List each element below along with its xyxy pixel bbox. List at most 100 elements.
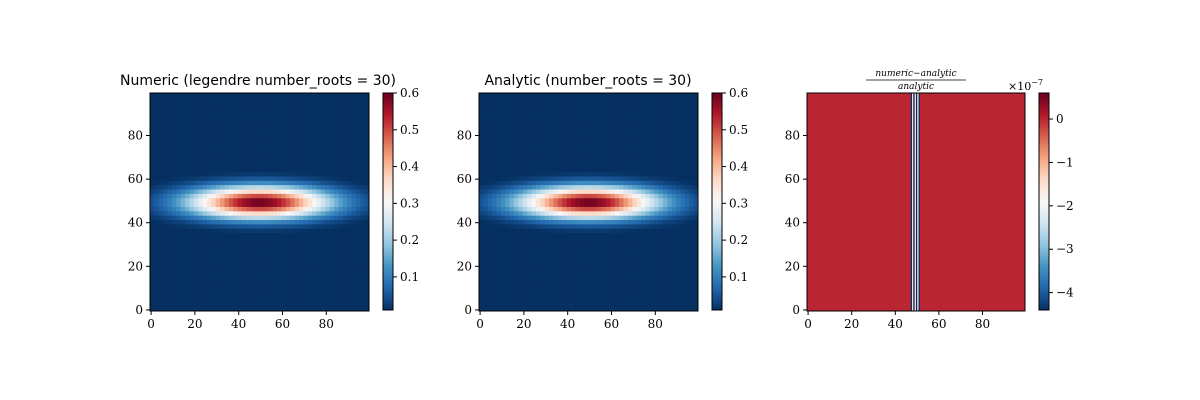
heatmap-cell (150, 249, 155, 255)
heatmap-cell (570, 119, 576, 125)
heatmap-cell (575, 167, 581, 173)
heatmap-cell (342, 219, 348, 225)
heatmap-cell (259, 284, 265, 290)
heatmap-cell (333, 223, 339, 229)
heatmap-cell (163, 158, 169, 164)
heatmap-cell (329, 236, 335, 242)
heatmap-cell (601, 306, 607, 311)
heatmap-cell (579, 302, 585, 308)
heatmap-cell (527, 219, 533, 225)
heatmap-cell (342, 188, 348, 194)
heatmap-cell (636, 271, 642, 277)
heatmap-cell (268, 106, 274, 112)
heatmap-cell (492, 184, 498, 190)
heatmap-cell (689, 276, 695, 282)
heatmap-cell (575, 271, 581, 277)
heatmap-cell (285, 280, 291, 286)
heatmap-cell (320, 302, 326, 308)
heatmap-cell (176, 258, 182, 264)
heatmap-cell (544, 119, 550, 125)
heatmap-cell (658, 193, 664, 199)
heatmap-cell (272, 219, 278, 225)
heatmap-cell (180, 184, 186, 190)
heatmap-cell (158, 206, 164, 212)
heatmap-cell (623, 258, 629, 264)
heatmap-cell (627, 154, 633, 159)
heatmap-cell (636, 284, 642, 290)
heatmap-cell (584, 114, 590, 120)
heatmap-cell (215, 162, 221, 168)
heatmap-cell (570, 132, 576, 138)
heatmap-cell (689, 106, 695, 112)
heatmap-cell (237, 245, 243, 251)
heatmap-cell (237, 188, 243, 194)
heatmap-cell (351, 136, 357, 142)
heatmap-cell (496, 140, 502, 146)
heatmap-cell (649, 197, 655, 203)
heatmap-cell (527, 145, 533, 151)
heatmap-cell (544, 180, 550, 186)
heatmap-cell (351, 114, 357, 120)
heatmap-cell (676, 167, 682, 173)
heatmap-cell (518, 175, 524, 181)
heatmap-cell (597, 145, 603, 151)
heatmap-cell (654, 184, 660, 190)
heatmap-cell (671, 171, 677, 177)
heatmap-cell (342, 276, 348, 282)
heatmap-cell (355, 154, 361, 159)
heatmap-cell (636, 184, 642, 190)
heatmap-cell (592, 101, 598, 107)
heatmap-cell (246, 167, 252, 173)
heatmap-cell (579, 210, 585, 216)
heatmap-cell (483, 93, 489, 98)
heatmap-cell (680, 206, 686, 212)
heatmap-cell (676, 284, 682, 290)
heatmap-cell (228, 167, 234, 173)
heatmap-cell (584, 119, 590, 125)
heatmap-cell (224, 197, 230, 203)
heatmap-cell (233, 219, 239, 225)
heatmap-cell (211, 140, 217, 146)
heatmap-cell (294, 180, 300, 186)
heatmap-cell (351, 223, 357, 229)
heatmap-cell (211, 162, 217, 168)
heatmap-cell (347, 302, 353, 308)
heatmap-cell (527, 149, 533, 155)
heatmap-cell (255, 210, 261, 216)
heatmap-cell (193, 188, 199, 194)
heatmap-cell (303, 123, 309, 129)
heatmap-cell (500, 241, 506, 247)
heatmap-cell (303, 249, 309, 255)
heatmap-cell (592, 258, 598, 264)
heatmap-cell (627, 228, 633, 234)
heatmap-cell (338, 267, 344, 273)
heatmap-cell (325, 276, 331, 282)
heatmap-cell (193, 154, 199, 159)
heatmap-cell (500, 123, 506, 129)
heatmap-cell (500, 219, 506, 225)
heatmap-cell (479, 106, 484, 112)
heatmap-cell (566, 154, 572, 159)
heatmap-cell (667, 123, 673, 129)
heatmap-cell (592, 254, 598, 260)
heatmap-cell (176, 136, 182, 142)
heatmap-cell (676, 228, 682, 234)
heatmap-cell (154, 162, 160, 168)
heatmap-cell (557, 223, 563, 229)
heatmap-cell (171, 180, 177, 186)
heatmap-cell (277, 219, 282, 225)
heatmap-cell (167, 219, 173, 225)
heatmap-cell (158, 119, 164, 125)
heatmap-cell (333, 180, 339, 186)
heatmap-cell (676, 302, 682, 308)
heatmap-cell (237, 154, 243, 159)
heatmap-cell (259, 276, 265, 282)
heatmap-cell (479, 175, 484, 181)
heatmap-cell (588, 180, 594, 186)
heatmap-cell (246, 110, 252, 116)
heatmap-cell (649, 188, 655, 194)
heatmap-cell (535, 254, 541, 260)
heatmap-cell (614, 154, 620, 159)
heatmap-cell (329, 145, 335, 151)
heatmap-cell (597, 197, 603, 203)
